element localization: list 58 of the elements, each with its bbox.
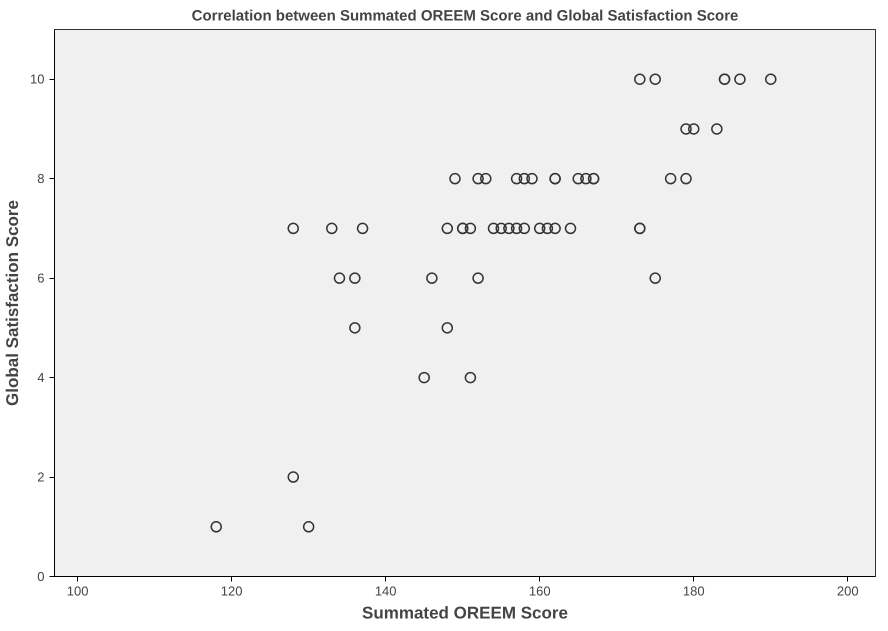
x-tick-label: 200 <box>836 584 859 598</box>
point <box>518 172 530 184</box>
point <box>765 73 777 85</box>
point <box>442 322 454 334</box>
point <box>495 222 507 234</box>
point <box>464 372 476 384</box>
point <box>572 172 584 184</box>
point <box>510 222 522 234</box>
x-axis-title: Summated OREEM Score <box>362 604 568 622</box>
x-tick-label: 160 <box>528 584 551 598</box>
y-tick-label: 2 <box>37 470 45 485</box>
chart-title: Correlation between Summated OREEM Score and Global Satisfaction Score <box>192 8 738 24</box>
point <box>649 272 661 284</box>
point <box>711 123 723 135</box>
point <box>518 222 530 234</box>
y-tick-label: 8 <box>37 171 45 186</box>
point <box>472 272 484 284</box>
point <box>288 471 299 483</box>
point <box>542 222 554 234</box>
point <box>580 172 592 184</box>
point <box>649 73 661 85</box>
point <box>688 123 700 135</box>
point <box>302 521 314 533</box>
point <box>503 222 515 234</box>
point <box>680 123 692 135</box>
point <box>680 172 692 184</box>
point <box>526 172 538 184</box>
point <box>488 222 500 234</box>
point <box>326 222 338 234</box>
point <box>418 372 430 384</box>
point <box>210 521 222 533</box>
x-tick-label: 140 <box>374 584 397 598</box>
point <box>442 222 454 234</box>
point <box>664 172 676 184</box>
y-tick-label: 10 <box>30 72 45 87</box>
point <box>510 172 522 184</box>
point <box>426 272 438 284</box>
y-tick-label: 0 <box>37 569 45 584</box>
y-tick-label: 6 <box>37 270 45 286</box>
point <box>534 222 546 234</box>
point <box>634 73 646 85</box>
x-tick-label: 120 <box>220 584 242 598</box>
y-axis-title: Global Satisfaction Score <box>3 200 22 406</box>
point <box>564 222 576 234</box>
point <box>349 322 361 334</box>
point <box>288 222 299 234</box>
point <box>480 172 492 184</box>
point <box>449 172 461 184</box>
point <box>549 222 561 234</box>
point <box>464 222 476 234</box>
point <box>334 272 346 284</box>
point <box>349 272 361 284</box>
point <box>472 172 484 184</box>
x-tick-label: 180 <box>682 584 705 598</box>
point <box>734 73 746 85</box>
y-tick-label: 4 <box>37 370 45 386</box>
point <box>356 222 368 234</box>
x-tick-label: 100 <box>66 584 88 598</box>
